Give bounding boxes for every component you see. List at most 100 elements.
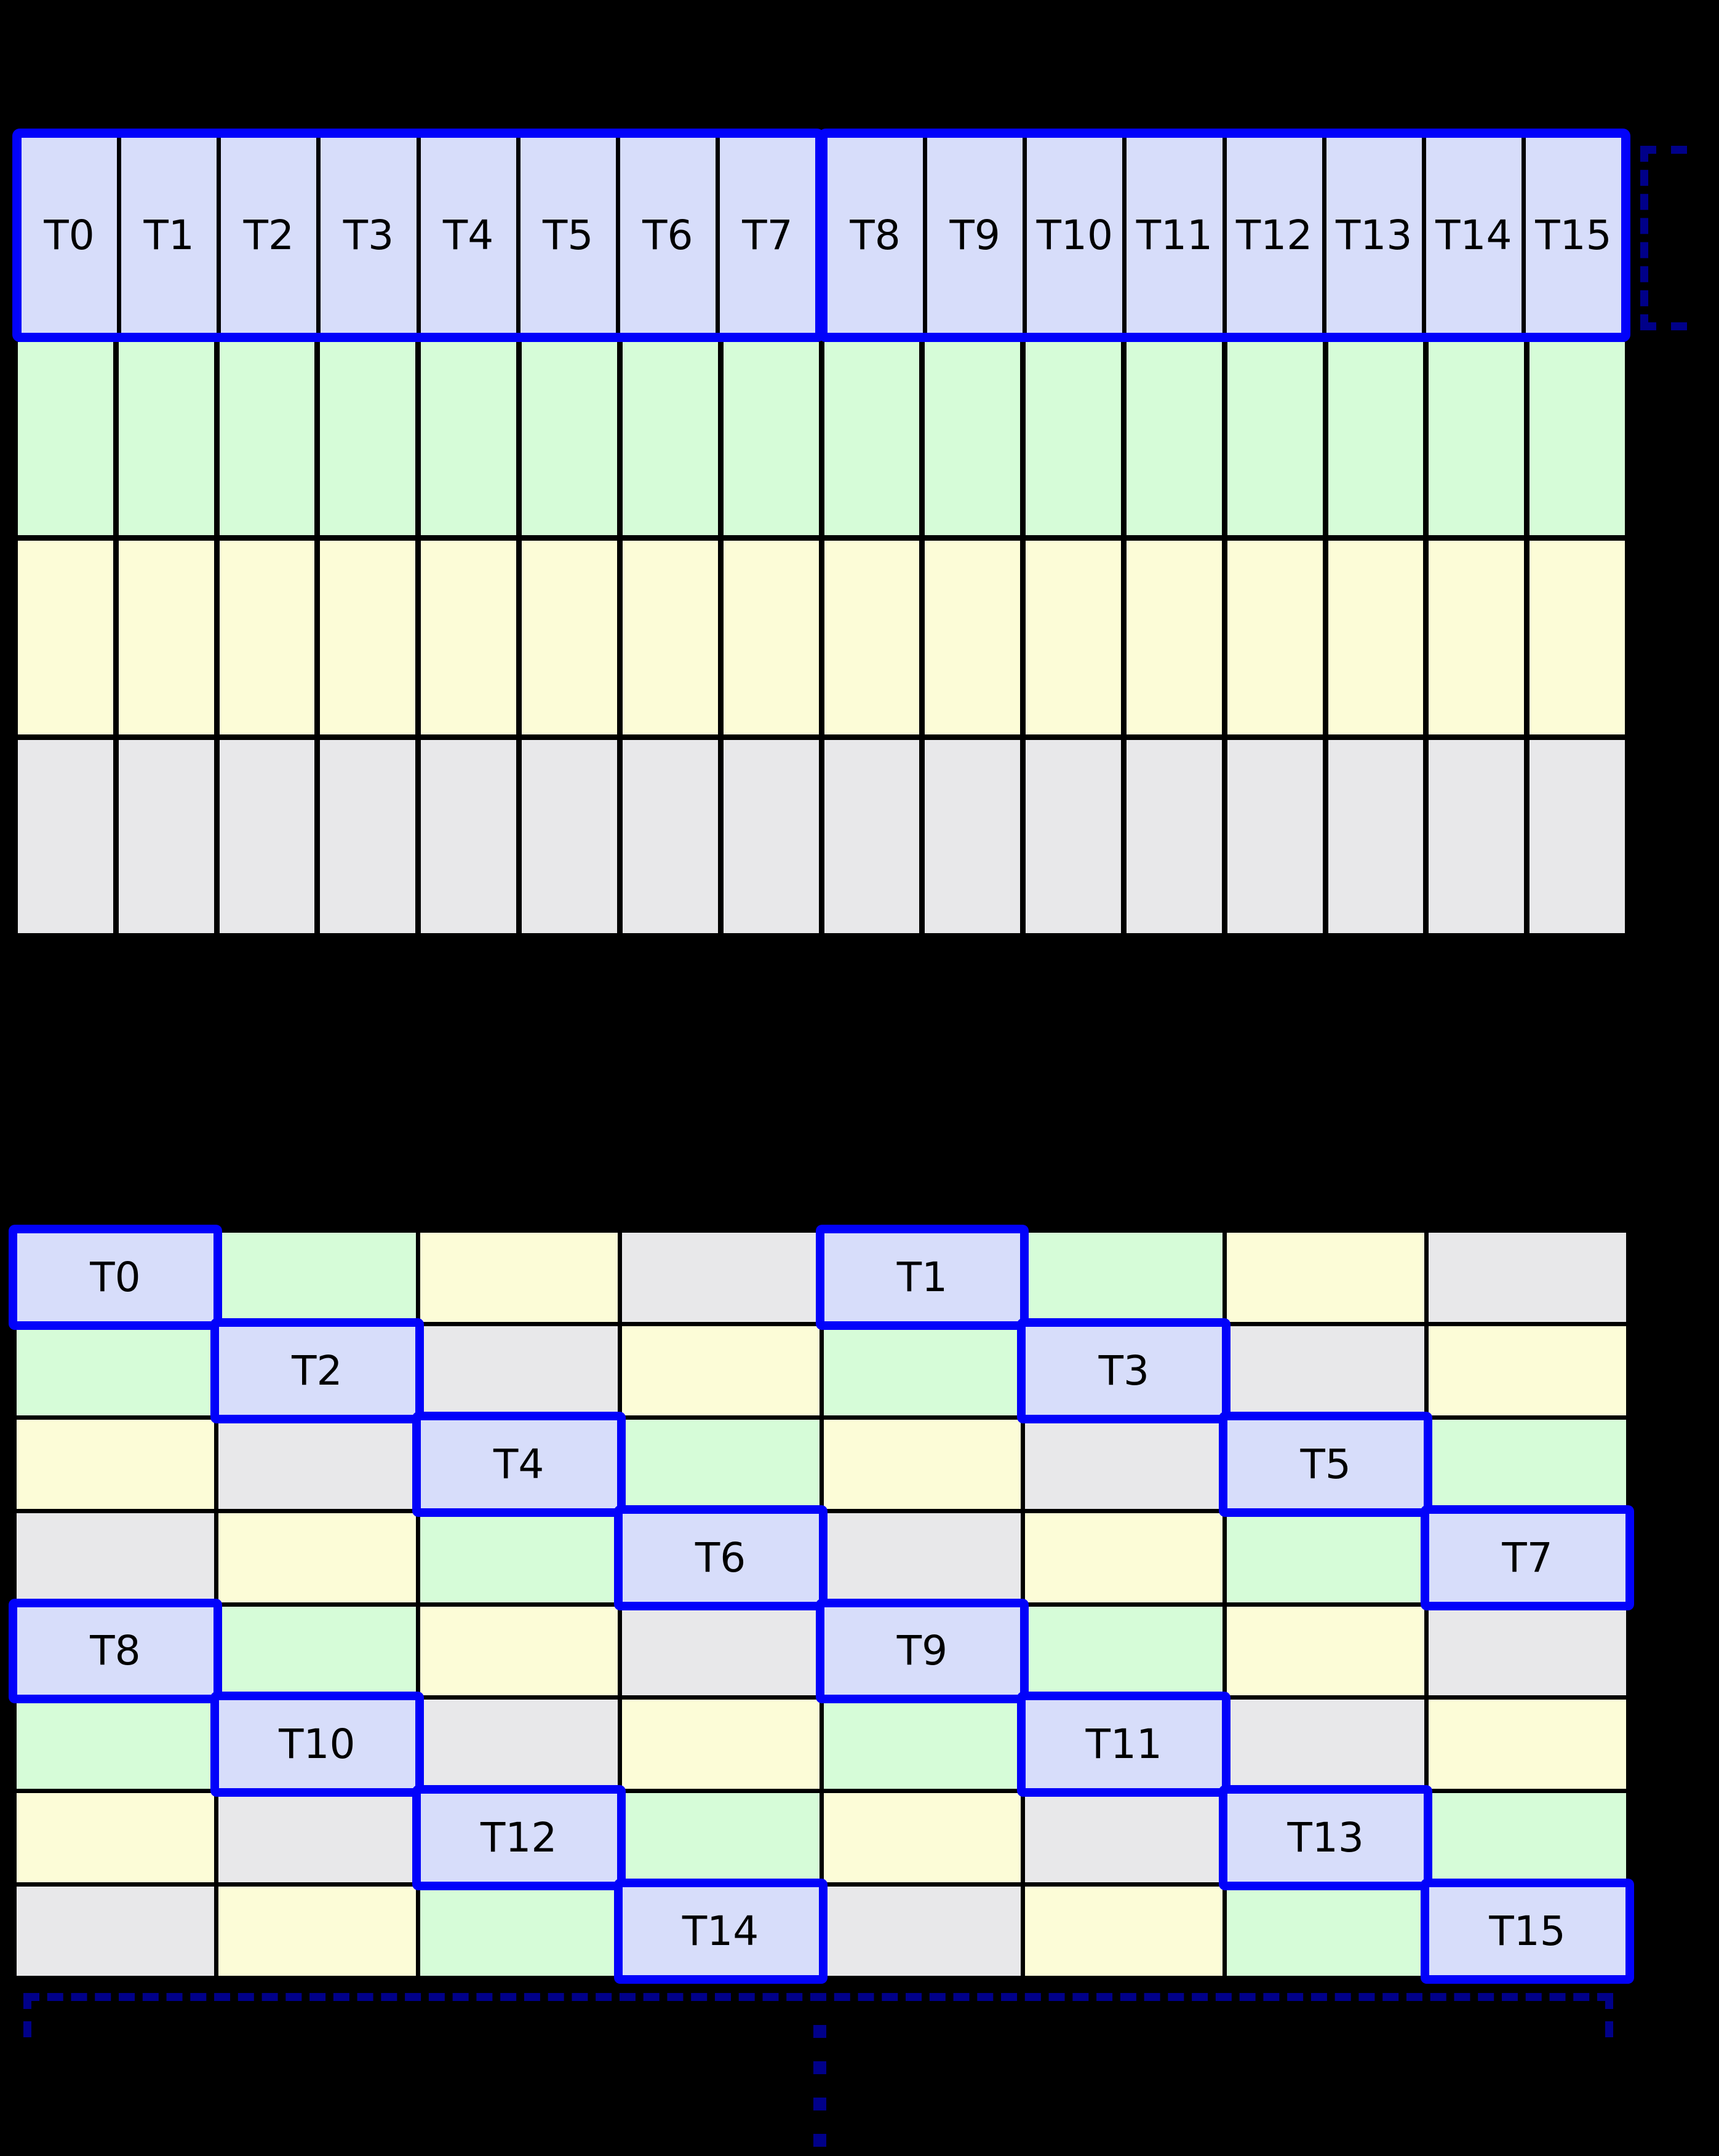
- thread-box-label: T15: [1489, 1907, 1566, 1955]
- thread-box-t13: T13: [1219, 1785, 1433, 1891]
- bank-cell-green: [420, 1513, 618, 1602]
- thread-box-label: T9: [896, 1627, 948, 1675]
- thread-box-label: T12: [481, 1814, 557, 1862]
- bank-cell-gray: [1227, 1326, 1425, 1415]
- bank-cell-green: [420, 1887, 618, 1976]
- thread-box-label: T13: [1287, 1814, 1364, 1862]
- thread-cell: T14: [1426, 138, 1522, 333]
- memory-cell-gray: [320, 739, 416, 933]
- bank-cell-yellow: [218, 1513, 416, 1602]
- thread-box-t15: T15: [1421, 1879, 1634, 1984]
- bank-cell-yellow: [621, 1326, 820, 1415]
- thread-cell: T2: [221, 138, 317, 333]
- right-bracket: [1640, 146, 1687, 330]
- memory-cell-green: [1126, 342, 1222, 536]
- memory-cell-gray: [1429, 739, 1525, 933]
- bank-cell-green: [621, 1419, 820, 1509]
- thread-box-t9: T9: [815, 1598, 1029, 1704]
- thread-cell: T5: [520, 138, 616, 333]
- bank-cell-yellow: [1429, 1326, 1626, 1415]
- thread-cell: T4: [420, 138, 516, 333]
- bank-cell-green: [621, 1793, 820, 1883]
- memory-cell-gray: [421, 739, 517, 933]
- bank-cell-green: [1429, 1793, 1626, 1883]
- memory-cell-yellow: [622, 541, 718, 734]
- thread-box-label: T8: [90, 1627, 141, 1675]
- bank-cell-yellow: [1025, 1887, 1223, 1976]
- thread-box-label: T5: [1300, 1440, 1351, 1488]
- bank-cell-green: [1227, 1887, 1425, 1976]
- memory-cell-gray: [1126, 739, 1222, 933]
- bank-cell-gray: [1227, 1700, 1425, 1789]
- memory-cell-green: [622, 342, 718, 536]
- thread-cell: T3: [321, 138, 417, 333]
- thread-box-t14: T14: [613, 1879, 828, 1984]
- memory-cell-green: [1328, 342, 1424, 536]
- bank-cell-gray: [823, 1513, 1021, 1602]
- memory-cell-gray: [1026, 739, 1121, 933]
- thread-cell: T0: [22, 138, 118, 333]
- memory-cell-green: [18, 342, 113, 536]
- thread-cell: T12: [1226, 138, 1322, 333]
- thread-box-t6: T6: [613, 1505, 828, 1610]
- bank-cell-yellow: [218, 1887, 416, 1976]
- bank-cell-green: [17, 1700, 214, 1789]
- top-grid-thread-row: T0 T1 T2 T3 T4 T5 T6 T7 T8 T9 T10 T11 T12 T13 T14 T15: [12, 129, 1630, 342]
- memory-cell-yellow: [1530, 541, 1625, 734]
- bank-cell-green: [823, 1700, 1021, 1789]
- thread-box-label: T4: [493, 1440, 544, 1488]
- bank-cell-gray: [218, 1419, 416, 1509]
- bank-cell-gray: [621, 1233, 820, 1322]
- memory-cell-yellow: [219, 541, 315, 734]
- memory-cell-gray: [1530, 739, 1625, 933]
- top-grid-memory-rows: [12, 342, 1630, 939]
- thread-box-t2: T2: [210, 1318, 424, 1423]
- bank-cell-gray: [621, 1606, 820, 1696]
- memory-cell-green: [723, 342, 819, 536]
- thread-box-label: T11: [1085, 1720, 1162, 1768]
- memory-cell-yellow: [1429, 541, 1525, 734]
- bank-cell-green: [823, 1326, 1021, 1415]
- bank-cell-gray: [17, 1513, 214, 1602]
- bank-cell-green: [1025, 1233, 1223, 1322]
- ellipsis-dot: [813, 2061, 826, 2074]
- bank-cell-green: [17, 1326, 214, 1415]
- thread-box-label: T6: [695, 1533, 746, 1581]
- thread-box-t3: T3: [1017, 1318, 1231, 1423]
- thread-box-label: T0: [90, 1253, 141, 1301]
- bank-cell-gray: [420, 1700, 618, 1789]
- bank-cell-gray: [1429, 1606, 1626, 1696]
- memory-cell-gray: [219, 739, 315, 933]
- memory-cell-yellow: [1026, 541, 1121, 734]
- thread-box-t5: T5: [1219, 1411, 1433, 1517]
- memory-cell-green: [1429, 342, 1525, 536]
- thread-cell: T6: [620, 138, 716, 333]
- thread-box-t0: T0: [9, 1225, 222, 1330]
- memory-cell-yellow: [118, 541, 214, 734]
- ellipsis-dot: [813, 2098, 826, 2110]
- memory-cell-gray: [622, 739, 718, 933]
- thread-box-label: T3: [1098, 1347, 1149, 1394]
- bank-cell-green: [1025, 1606, 1223, 1696]
- memory-cell-gray: [723, 739, 819, 933]
- thread-cell: T13: [1326, 138, 1422, 333]
- thread-group-1-box: T0 T1 T2 T3 T4 T5 T6 T7: [12, 129, 824, 342]
- bank-cell-yellow: [1025, 1513, 1223, 1602]
- memory-cell-yellow: [723, 541, 819, 734]
- memory-cell-yellow: [18, 541, 113, 734]
- memory-cell-gray: [1227, 739, 1323, 933]
- memory-cell-green: [118, 342, 214, 536]
- memory-cell-yellow: [925, 541, 1021, 734]
- thread-cell: T11: [1127, 138, 1222, 333]
- thread-cell: T8: [828, 138, 923, 333]
- thread-box-t11: T11: [1017, 1692, 1231, 1797]
- thread-box-label: T1: [896, 1253, 948, 1301]
- thread-cell: T1: [121, 138, 217, 333]
- thread-cell: T7: [719, 138, 815, 333]
- bank-cell-gray: [823, 1887, 1021, 1976]
- bank-cell-gray: [17, 1887, 214, 1976]
- bank-cell-yellow: [1227, 1233, 1425, 1322]
- memory-cell-green: [320, 342, 416, 536]
- bank-cell-gray: [1025, 1419, 1223, 1509]
